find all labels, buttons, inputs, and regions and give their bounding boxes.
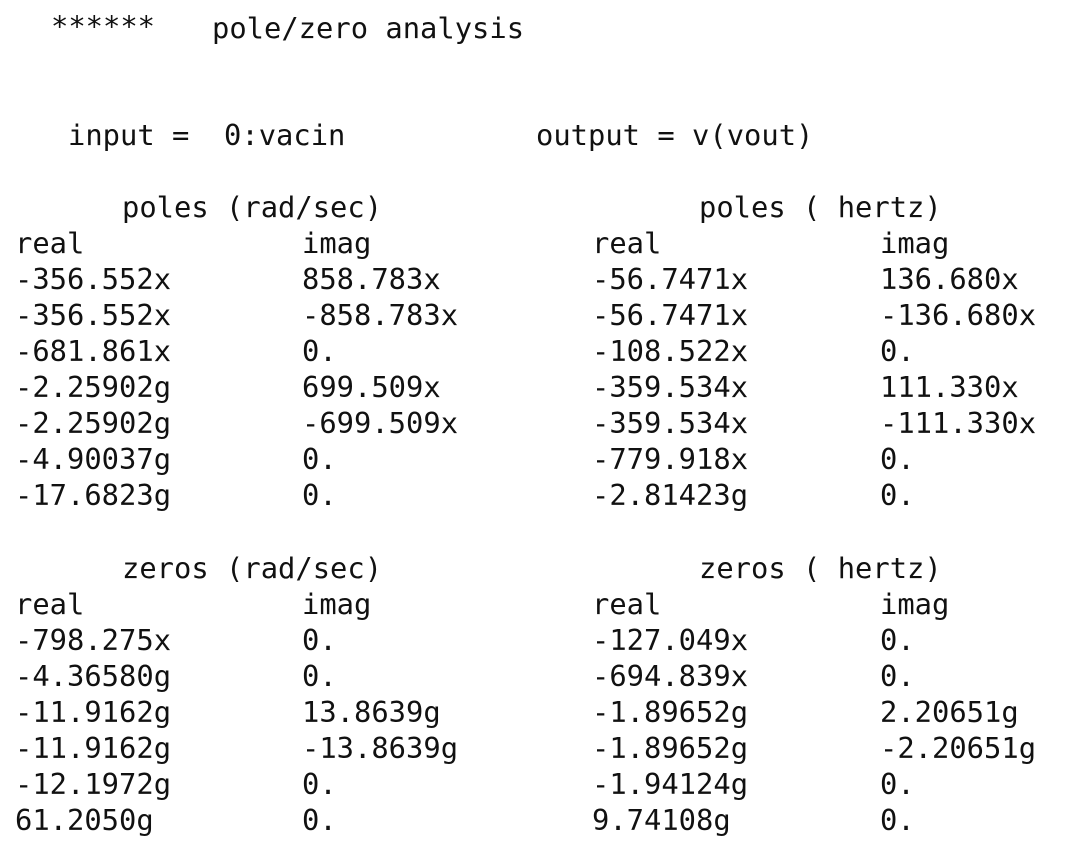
zero-hz-imag: 0. [880,767,915,801]
poles-rad-imag-header: imag [302,226,372,260]
output-label: output = v(vout) [536,118,814,152]
pole-rad-real: -4.90037g [15,442,172,476]
zero-hz-imag: -2.20651g [880,731,1037,765]
pole-rad-imag: -699.509x [302,406,459,440]
table-row: -356.552x 858.783x -56.7471x 136.680x [0,261,1088,297]
poles-hz-title: poles ( hertz) [699,190,942,224]
zero-rad-imag: 0. [302,659,337,693]
zero-hz-real: -1.89652g [592,695,749,729]
table-row: -681.861x 0. -108.522x 0. [0,333,1088,369]
table-row: -12.1972g 0. -1.94124g 0. [0,766,1088,802]
table-row: -4.36580g 0. -694.839x 0. [0,658,1088,694]
zeros-rad-imag-header: imag [302,587,372,621]
zero-hz-imag: 0. [880,659,915,693]
table-row: -17.6823g 0. -2.81423g 0. [0,477,1088,513]
zero-hz-real: -1.94124g [592,767,749,801]
pole-rad-imag: -858.783x [302,298,459,332]
poles-hz-real-header: real [592,226,662,260]
table-row: -356.552x -858.783x -56.7471x -136.680x [0,297,1088,333]
zero-hz-real: -1.89652g [592,731,749,765]
table-row: 61.2050g 0. 9.74108g 0. [0,802,1088,838]
pole-hz-real: -359.534x [592,370,749,404]
zero-hz-real: -694.839x [592,659,749,693]
pole-hz-real: -56.7471x [592,298,749,332]
pole-hz-real: -359.534x [592,406,749,440]
input-label: input = 0:vacin [68,118,346,152]
pole-rad-imag: 0. [302,334,337,368]
table-row: -4.90037g 0. -779.918x 0. [0,441,1088,477]
table-row: -11.9162g 13.8639g -1.89652g 2.20651g [0,694,1088,730]
zero-hz-imag: 2.20651g [880,695,1019,729]
pole-hz-imag: -111.330x [880,406,1037,440]
zeros-rad-real-header: real [15,587,85,621]
pole-rad-real: -356.552x [15,262,172,296]
pole-rad-real: -17.6823g [15,478,172,512]
zero-rad-real: -798.275x [15,623,172,657]
pole-rad-imag: 0. [302,442,337,476]
pole-rad-imag: 858.783x [302,262,441,296]
pole-rad-real: -2.25902g [15,406,172,440]
zero-hz-real: 9.74108g [592,803,731,837]
table-row: -2.25902g -699.509x -359.534x -111.330x [0,405,1088,441]
header-stars: ****** [51,9,156,43]
pole-hz-real: -779.918x [592,442,749,476]
table-row: -11.9162g -13.8639g -1.89652g -2.20651g [0,730,1088,766]
zero-rad-real: -4.36580g [15,659,172,693]
pole-hz-real: -56.7471x [592,262,749,296]
zero-rad-real: -11.9162g [15,695,172,729]
pole-rad-real: -681.861x [15,334,172,368]
pole-hz-imag: 0. [880,442,915,476]
page-title: pole/zero analysis [212,11,525,45]
zeros-hz-title: zeros ( hertz) [699,551,942,585]
pole-hz-imag: 136.680x [880,262,1019,296]
pole-hz-real: -108.522x [592,334,749,368]
zeros-hz-imag-header: imag [880,587,950,621]
pole-rad-imag: 0. [302,478,337,512]
pole-rad-real: -2.25902g [15,370,172,404]
zero-rad-imag: 0. [302,767,337,801]
zero-rad-real: -11.9162g [15,731,172,765]
zero-rad-real: 61.2050g [15,803,154,837]
zero-rad-imag: -13.8639g [302,731,459,765]
poles-rad-title: poles (rad/sec) [122,190,383,224]
zero-rad-real: -12.1972g [15,767,172,801]
zero-hz-imag: 0. [880,623,915,657]
zero-hz-real: -127.049x [592,623,749,657]
table-row: -2.25902g 699.509x -359.534x 111.330x [0,369,1088,405]
poles-rad-real-header: real [15,226,85,260]
zero-rad-imag: 13.8639g [302,695,441,729]
pole-hz-imag: 0. [880,478,915,512]
zeros-rad-title: zeros (rad/sec) [122,551,383,585]
zero-rad-imag: 0. [302,623,337,657]
zeros-hz-real-header: real [592,587,662,621]
zero-rad-imag: 0. [302,803,337,837]
pole-rad-imag: 699.509x [302,370,441,404]
zero-hz-imag: 0. [880,803,915,837]
pole-rad-real: -356.552x [15,298,172,332]
pole-hz-imag: 111.330x [880,370,1019,404]
pole-hz-imag: 0. [880,334,915,368]
poles-hz-imag-header: imag [880,226,950,260]
pole-hz-imag: -136.680x [880,298,1037,332]
pole-hz-real: -2.81423g [592,478,749,512]
table-row: -798.275x 0. -127.049x 0. [0,622,1088,658]
